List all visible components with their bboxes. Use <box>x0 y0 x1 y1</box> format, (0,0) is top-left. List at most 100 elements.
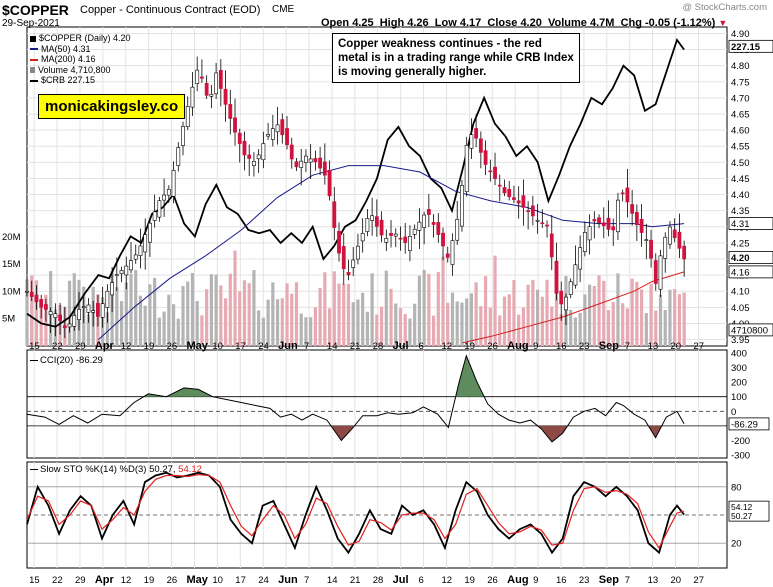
candle-down <box>554 260 559 294</box>
price-y-tick: 4.25 <box>731 238 750 249</box>
ma200-swatch-icon <box>30 58 38 61</box>
candle-up <box>616 199 620 233</box>
candle-down <box>204 83 209 96</box>
volume-bar <box>502 296 507 346</box>
candle-up <box>393 233 398 237</box>
x-tick-label-top: 7 <box>304 341 309 352</box>
close-label: Close <box>487 17 518 29</box>
x-tick-label-bottom: 10 <box>212 575 223 586</box>
price-y-tick: 4.35 <box>731 206 750 217</box>
x-tick-label-top: Aug <box>507 340 528 352</box>
candle-down <box>346 272 351 276</box>
ma50-badge: 4.31 <box>731 219 750 230</box>
cci-y-tick: -200 <box>731 436 750 447</box>
volume-bars <box>25 250 686 346</box>
cci-label: CCI(20) -86.29 <box>30 355 103 366</box>
candle-down <box>606 217 611 230</box>
volume-bar <box>569 309 573 346</box>
price-y-tick: 4.50 <box>731 158 750 169</box>
volume-bar <box>611 301 615 346</box>
volume-bar <box>488 307 492 346</box>
volume-bar <box>242 280 247 346</box>
candle-down <box>44 304 48 310</box>
volume-bar <box>275 299 280 346</box>
candle-up <box>100 303 105 318</box>
candle-up <box>351 259 356 268</box>
volume-bar <box>30 275 34 346</box>
ma200-badge-box <box>728 265 773 279</box>
x-tick-label-bottom: 29 <box>75 575 86 586</box>
candle-up <box>266 134 271 137</box>
x-tick-label-bottom: 26 <box>167 575 178 586</box>
legend-volume: Volume 4,710,800 <box>30 65 131 76</box>
candle-down <box>332 201 337 228</box>
volume-bar <box>408 318 412 346</box>
sto-k-value: 50.27 <box>149 464 173 475</box>
candle-up <box>408 236 412 251</box>
price-y-tick: 4.90 <box>731 29 750 40</box>
volume-bar <box>25 279 29 346</box>
volume-bar <box>483 276 488 346</box>
ma50-badge-box <box>728 217 773 230</box>
x-tick-label-top: 24 <box>258 341 269 352</box>
x-tick-label-top: Apr <box>95 340 115 352</box>
volume-bar <box>200 315 204 346</box>
x-tick-label-bottom: 13 <box>648 575 659 586</box>
candle-up <box>171 170 176 197</box>
sto-k-swatch-icon <box>30 468 38 470</box>
candle-down <box>431 222 436 225</box>
volume-bar <box>394 303 398 346</box>
volume-bar <box>389 288 393 346</box>
price-y-tick: 4.10 <box>731 287 750 298</box>
volume-bar <box>521 307 526 346</box>
price-y-tick: 3.95 <box>731 335 750 346</box>
candle-down <box>327 170 332 197</box>
volume-bar <box>313 307 317 346</box>
volume-bar <box>356 299 360 346</box>
volume-bar <box>157 317 161 346</box>
x-tick-label-bottom: 17 <box>235 575 246 586</box>
candle-up <box>587 226 592 241</box>
candle-up <box>129 260 133 271</box>
x-tick-label-top: 26 <box>487 341 498 352</box>
close-badge: 4.20 <box>731 253 750 264</box>
volume-bar <box>223 298 228 346</box>
volume-bar <box>252 270 256 346</box>
candle-up <box>152 211 157 221</box>
x-tick-label-bottom: 26 <box>487 575 498 586</box>
candle-down <box>611 226 616 231</box>
price-legend: $COPPER (Daily) 4.20 MA(50) 4.31 MA(200)… <box>30 33 131 86</box>
candle-down <box>441 232 445 247</box>
candle-up <box>256 154 261 160</box>
candle-up <box>157 200 162 218</box>
volume-bar <box>526 284 530 346</box>
candle-up <box>582 232 587 252</box>
candle-up <box>417 221 422 231</box>
cci-y-tick: 400 <box>731 348 747 359</box>
sto-d-badge: 54.12 <box>731 502 753 512</box>
candle-up <box>77 309 81 320</box>
sto-label: Slow STO %K(14) %D(3) 50.27, 54.12 <box>30 464 202 475</box>
candle-up <box>72 315 77 327</box>
candle-down <box>313 158 318 163</box>
candle-down <box>559 290 564 305</box>
x-tick-label-top: 6 <box>419 341 424 352</box>
candle-up <box>110 282 114 296</box>
candle-up <box>564 296 568 311</box>
volume-bar <box>34 280 39 346</box>
open-label: Open <box>321 17 350 29</box>
candle-icon <box>30 35 36 42</box>
sto-d-line <box>26 473 685 550</box>
x-tick-label-top: 28 <box>373 341 384 352</box>
price-y-tick: 4.60 <box>731 126 750 137</box>
legend-price: $COPPER (Daily) 4.20 <box>30 33 131 44</box>
volume-bar <box>621 303 625 346</box>
x-tick-label-bottom: 12 <box>121 575 132 586</box>
panel-frame-1 <box>26 349 728 459</box>
x-tick-label-bottom: 7 <box>625 575 630 586</box>
candle-up <box>181 125 185 146</box>
volume-bar <box>583 294 587 346</box>
x-tick-label-top: 23 <box>579 341 590 352</box>
candle-down <box>445 253 450 258</box>
candle-down <box>620 192 625 195</box>
